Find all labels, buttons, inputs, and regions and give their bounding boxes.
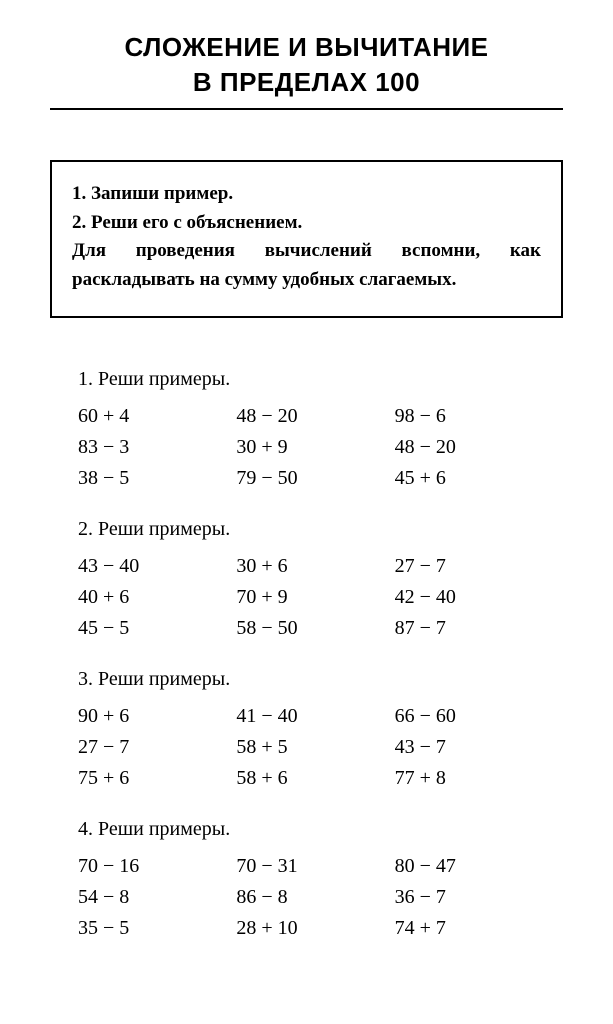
math-expression: 42 − 40 — [395, 582, 553, 613]
exercise-number: 1. — [78, 368, 93, 390]
exercise: 1. Реши примеры.60 + 483 − 338 − 548 − 2… — [78, 368, 553, 494]
exercise: 4. Реши примеры. 70 − 1654 − 835 − 570 − … — [78, 818, 553, 944]
math-expression: 86 − 8 — [236, 882, 394, 913]
math-expression: 43 − 7 — [395, 732, 553, 763]
math-expression: 83 − 3 — [78, 432, 236, 463]
math-expression: 87 − 7 — [395, 613, 553, 644]
math-expression: 75 + 6 — [78, 763, 236, 794]
math-expression: 58 + 6 — [236, 763, 394, 794]
math-expression: 43 − 40 — [78, 551, 236, 582]
math-expression: 38 − 5 — [78, 463, 236, 494]
exercise-label: Реши примеры. — [98, 368, 230, 390]
math-expression: 28 + 10 — [236, 913, 394, 944]
math-expression: 98 − 6 — [395, 401, 553, 432]
math-expression: 45 + 6 — [395, 463, 553, 494]
page-title: СЛОЖЕНИЕ И ВЫЧИТАНИЕ В ПРЕДЕЛАХ 100 — [50, 30, 563, 100]
instruction-line-2: 2. Реши его с объяснением. — [72, 209, 541, 238]
exercise-column: 70 − 1654 − 835 − 5 — [78, 851, 236, 944]
exercise-columns: 90 + 627 − 775 + 641 − 4058 + 558 + 666 … — [78, 701, 553, 794]
math-expression: 41 − 40 — [236, 701, 394, 732]
title-line-2: В ПРЕДЕЛАХ 100 — [50, 65, 563, 100]
exercise-column: 43 − 4040 + 645 − 5 — [78, 551, 236, 644]
math-expression: 60 + 4 — [78, 401, 236, 432]
exercise-title: 2. Реши примеры. — [78, 518, 553, 541]
math-expression: 74 + 7 — [395, 913, 553, 944]
math-expression: 70 − 31 — [236, 851, 394, 882]
exercise-columns: 70 − 1654 − 835 − 570 − 3186 − 828 + 108… — [78, 851, 553, 944]
math-expression: 70 − 16 — [78, 851, 236, 882]
exercise-column: 80 − 4736 − 774 + 7 — [395, 851, 553, 944]
exercise-number: 2. — [78, 518, 93, 540]
exercise-title: 1. Реши примеры. — [78, 368, 553, 391]
exercise-column: 70 − 3186 − 828 + 10 — [236, 851, 394, 944]
math-expression: 70 + 9 — [236, 582, 394, 613]
math-expression: 36 − 7 — [395, 882, 553, 913]
math-expression: 27 − 7 — [78, 732, 236, 763]
title-divider — [50, 108, 563, 110]
exercise-columns: 60 + 483 − 338 − 548 − 2030 + 979 − 5098… — [78, 401, 553, 494]
math-expression: 66 − 60 — [395, 701, 553, 732]
exercise-number: 4. — [78, 818, 93, 840]
instruction-line-1: 1. Запиши пример. — [72, 180, 541, 209]
exercise-columns: 43 − 4040 + 645 − 530 + 670 + 958 − 5027… — [78, 551, 553, 644]
exercise-column: 30 + 670 + 958 − 50 — [236, 551, 394, 644]
math-expression: 77 + 8 — [395, 763, 553, 794]
math-expression: 27 − 7 — [395, 551, 553, 582]
math-expression: 58 + 5 — [236, 732, 394, 763]
exercise-label: Реши примеры. — [98, 668, 230, 690]
exercise-column: 27 − 742 − 4087 − 7 — [395, 551, 553, 644]
math-expression: 90 + 6 — [78, 701, 236, 732]
exercise-title: 4. Реши примеры. — [78, 818, 553, 841]
exercise: 2. Реши примеры. 43 − 4040 + 645 − 530 + … — [78, 518, 553, 644]
math-expression: 80 − 47 — [395, 851, 553, 882]
math-expression: 35 − 5 — [78, 913, 236, 944]
title-line-1: СЛОЖЕНИЕ И ВЫЧИТАНИЕ — [50, 30, 563, 65]
exercise-column: 66 − 6043 − 777 + 8 — [395, 701, 553, 794]
exercise-title: 3. Реши примеры. — [78, 668, 553, 691]
exercise-column: 60 + 483 − 338 − 5 — [78, 401, 236, 494]
exercise-label: Реши примеры. — [98, 818, 230, 840]
math-expression: 48 − 20 — [395, 432, 553, 463]
math-expression: 40 + 6 — [78, 582, 236, 613]
exercise-column: 48 − 2030 + 979 − 50 — [236, 401, 394, 494]
exercise-label: Реши примеры. — [98, 518, 230, 540]
exercises-container: 1. Реши примеры.60 + 483 − 338 − 548 − 2… — [50, 368, 563, 944]
math-expression: 48 − 20 — [236, 401, 394, 432]
math-expression: 30 + 9 — [236, 432, 394, 463]
math-expression: 58 − 50 — [236, 613, 394, 644]
exercise-column: 41 − 4058 + 558 + 6 — [236, 701, 394, 794]
instructions-box: 1. Запиши пример. 2. Реши его с объяснен… — [50, 160, 563, 318]
math-expression: 45 − 5 — [78, 613, 236, 644]
exercise-column: 90 + 627 − 775 + 6 — [78, 701, 236, 794]
math-expression: 79 − 50 — [236, 463, 394, 494]
instruction-line-3: Для проведения вычислений вспомни, как р… — [72, 237, 541, 294]
exercise-column: 98 − 648 − 2045 + 6 — [395, 401, 553, 494]
exercise: 3. Реши примеры. 90 + 627 − 775 + 641 − 4… — [78, 668, 553, 794]
math-expression: 30 + 6 — [236, 551, 394, 582]
exercise-number: 3. — [78, 668, 93, 690]
math-expression: 54 − 8 — [78, 882, 236, 913]
